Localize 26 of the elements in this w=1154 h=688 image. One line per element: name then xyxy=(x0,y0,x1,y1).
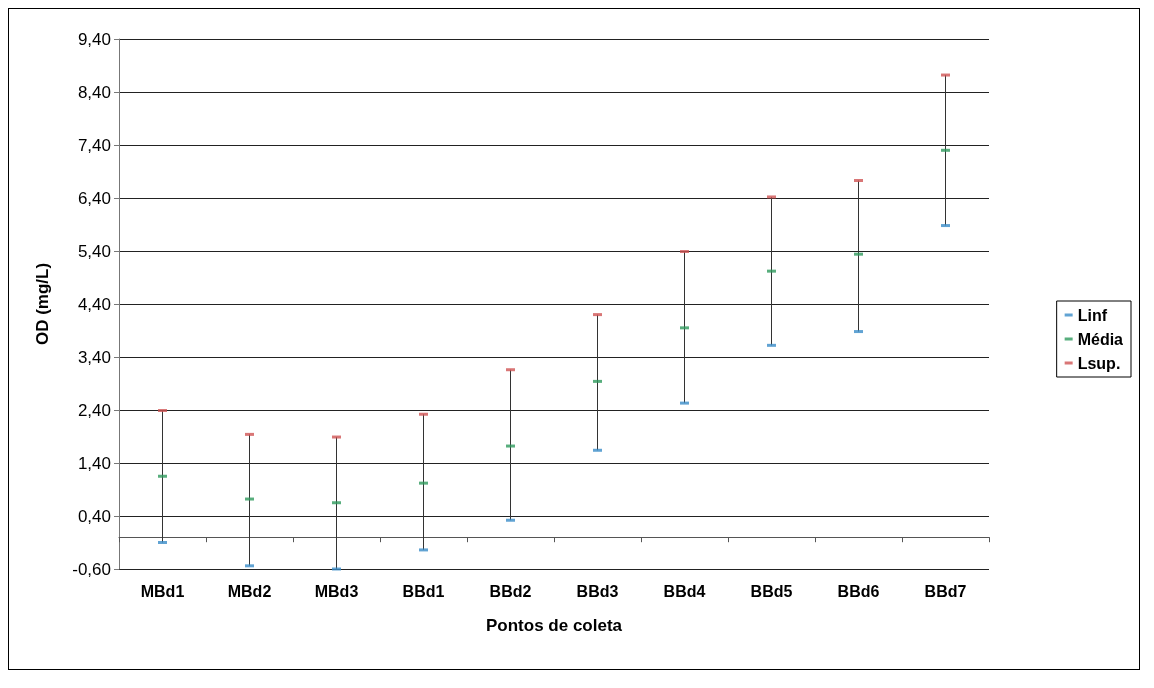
x-tick-label: BBd2 xyxy=(489,582,532,600)
x-axis-title: Pontos de coleta xyxy=(485,616,623,635)
legend-label: Lsup. xyxy=(1077,354,1121,372)
y-tick-label: 4,40 xyxy=(77,294,111,314)
y-tick-label: 7,40 xyxy=(77,135,111,155)
x-tick-label: BBd6 xyxy=(837,582,880,600)
y-axis-title: OD (mg/L) xyxy=(33,262,52,346)
y-tick-label: 8,40 xyxy=(77,82,111,102)
y-tick-label: 6,40 xyxy=(77,188,111,208)
x-tick-label: MBd1 xyxy=(140,582,185,600)
y-tick-label: 5,40 xyxy=(77,241,111,261)
legend-label: Linf xyxy=(1077,306,1108,324)
x-tick-label: MBd2 xyxy=(227,582,272,600)
x-tick-label: BBd4 xyxy=(663,582,706,600)
y-tick-label: -0,60 xyxy=(72,559,111,579)
legend-label: Média xyxy=(1077,330,1124,348)
y-tick-label: 3,40 xyxy=(77,347,111,367)
y-tick-label: 9,40 xyxy=(77,29,111,49)
y-tick-label: 0,40 xyxy=(77,506,111,526)
x-tick-label: BBd1 xyxy=(402,582,445,600)
x-tick-label: BBd7 xyxy=(924,582,967,600)
x-tick-label: BBd3 xyxy=(576,582,619,600)
x-tick-label: MBd3 xyxy=(314,582,359,600)
y-tick-label: 2,40 xyxy=(77,400,111,420)
x-tick-label: BBd5 xyxy=(750,582,793,600)
y-tick-label: 1,40 xyxy=(77,453,111,473)
